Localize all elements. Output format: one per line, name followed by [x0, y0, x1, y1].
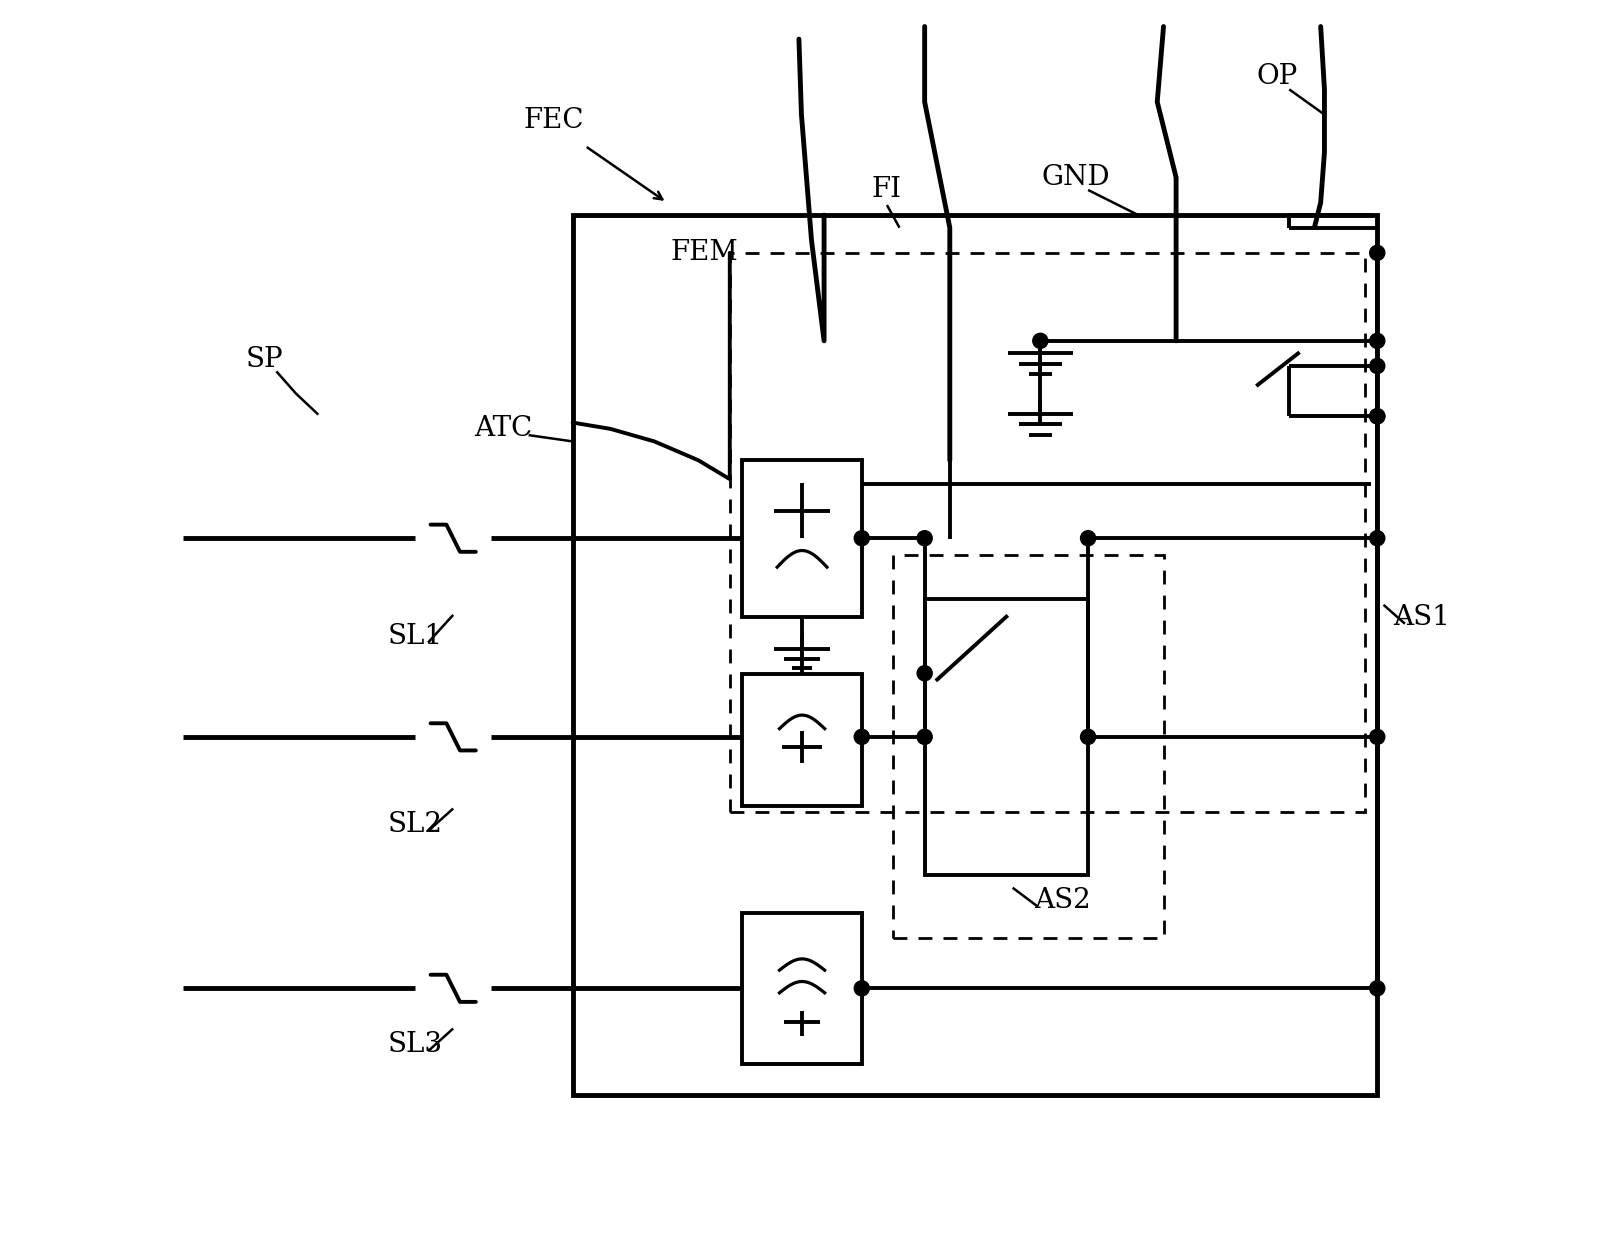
Bar — [742, 460, 862, 617]
Bar — [573, 215, 1378, 1095]
Circle shape — [917, 530, 932, 546]
Text: GND: GND — [1042, 164, 1110, 192]
Circle shape — [1081, 730, 1096, 745]
Bar — [742, 674, 862, 806]
Text: SL2: SL2 — [388, 811, 443, 838]
Circle shape — [854, 730, 870, 745]
Bar — [730, 253, 1365, 813]
Text: AS1: AS1 — [1393, 604, 1449, 631]
Text: ATC: ATC — [474, 416, 532, 442]
Text: SL1: SL1 — [388, 622, 443, 650]
Circle shape — [854, 530, 870, 546]
Circle shape — [1032, 334, 1048, 348]
Bar — [925, 598, 1087, 876]
Circle shape — [1370, 730, 1384, 745]
Text: SL3: SL3 — [388, 1032, 443, 1058]
Circle shape — [1370, 246, 1384, 261]
Text: FI: FI — [872, 176, 902, 203]
Circle shape — [1370, 530, 1384, 546]
Circle shape — [1370, 408, 1384, 423]
Circle shape — [917, 730, 932, 745]
Text: OP: OP — [1256, 63, 1297, 91]
Circle shape — [1370, 980, 1384, 995]
Bar — [893, 554, 1164, 937]
Circle shape — [917, 665, 932, 680]
Text: SP: SP — [245, 346, 284, 373]
Circle shape — [1081, 530, 1096, 546]
Circle shape — [854, 980, 870, 995]
Circle shape — [1370, 334, 1384, 348]
Text: FEC: FEC — [524, 107, 584, 135]
Bar — [742, 914, 862, 1063]
Circle shape — [1370, 358, 1384, 373]
Circle shape — [1370, 408, 1384, 423]
Text: FEM: FEM — [670, 239, 738, 266]
Text: AS2: AS2 — [1034, 887, 1091, 914]
